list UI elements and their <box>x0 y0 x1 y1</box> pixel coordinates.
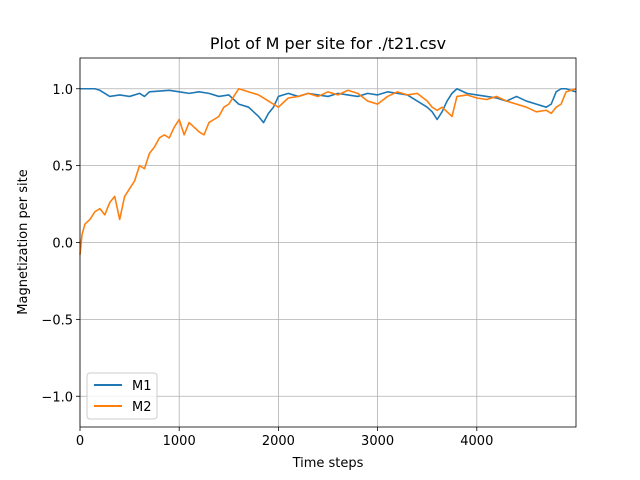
x-tick-label: 1000 <box>163 434 196 449</box>
chart-title: Plot of M per site for ./t21.csv <box>210 34 446 53</box>
plot-area: 0 1000 2000 3000 4000 −1.0 −0.5 0.0 0.5 1.0 <box>41 57 577 449</box>
series-line-m1 <box>80 87 577 124</box>
series-layer <box>79 87 577 255</box>
x-tick-label: 3000 <box>361 434 394 449</box>
x-axis-ticks: 0 1000 2000 3000 4000 <box>76 427 493 449</box>
x-tick-label: 0 <box>76 434 84 449</box>
x-tick-label: 2000 <box>262 434 295 449</box>
y-tick-label: −0.5 <box>41 313 73 328</box>
legend-label-m2: M2 <box>132 400 152 415</box>
x-tick-label: 4000 <box>460 434 493 449</box>
y-tick-label: −1.0 <box>41 390 73 405</box>
y-axis-label: Magnetization per site <box>16 169 31 314</box>
y-tick-label: 0.5 <box>52 160 73 175</box>
series-line-m2 <box>79 87 577 255</box>
x-axis-label: Time steps <box>292 456 364 471</box>
y-tick-label: 0.0 <box>52 237 73 252</box>
grid <box>79 58 576 427</box>
y-tick-label: 1.0 <box>52 83 73 98</box>
y-axis-ticks: −1.0 −0.5 0.0 0.5 1.0 <box>41 83 80 405</box>
legend: M1 M2 <box>86 372 158 420</box>
legend-label-m1: M1 <box>132 379 152 394</box>
